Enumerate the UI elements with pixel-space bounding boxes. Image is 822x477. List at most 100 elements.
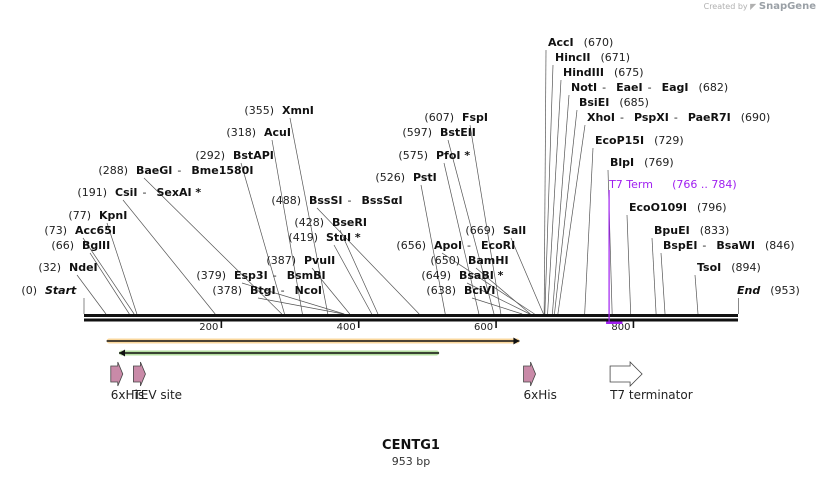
ruler: 200 400 600 800 (199, 321, 635, 333)
orf-arrow[interactable] (106, 337, 520, 345)
site-xhoi[interactable]: XhoI - PspXI - PaeR7I (690) (587, 111, 770, 124)
enzyme-name: BtgI (250, 284, 276, 297)
enzyme-name: AccI (548, 36, 574, 49)
site-name-separator: - (281, 284, 285, 297)
site-connector-line (289, 117, 329, 315)
site-name-separator: - (177, 164, 181, 177)
site-connector-line (584, 147, 594, 315)
orf-arrow[interactable] (119, 349, 440, 357)
feature-t7-terminator[interactable]: T7 terminator (609, 361, 693, 402)
site-bsabi[interactable]: (649) BsaBI * (421, 269, 503, 282)
site-btgi[interactable]: (378) BtgI - NcoI (212, 284, 322, 297)
site-acui[interactable]: (318) AcuI (226, 126, 291, 139)
site-connector-line (82, 237, 135, 315)
site-ndei[interactable]: (32) NdeI (38, 261, 97, 274)
enzyme-name: BseRI (332, 216, 367, 229)
site-connector-line (89, 252, 130, 315)
site-connector-line (122, 199, 216, 315)
site-name-separator: - (702, 239, 706, 252)
site-bstapi[interactable]: (292) BstAPI (195, 149, 273, 162)
enzyme-name: Start (45, 284, 77, 297)
site-pvuii[interactable]: (387) PvuII (266, 254, 335, 267)
site-connector-line (333, 244, 373, 315)
site-sali[interactable]: (669) SalI (465, 224, 526, 237)
site-position-label: (670) (584, 36, 614, 49)
primer-name: T7 Term (608, 178, 653, 191)
site-hindiii[interactable]: HindIII (675) (563, 66, 644, 79)
primer-t7-term[interactable]: T7 Term (766 .. 784) (606, 178, 737, 324)
site-psti[interactable]: (526) PstI (375, 171, 436, 184)
site-start[interactable]: (0) Start (21, 284, 77, 297)
site-end[interactable]: End (953) (737, 284, 800, 297)
site-position-label: (77) (68, 209, 91, 222)
site-connector-line (420, 184, 446, 315)
enzyme-name: BssSI (309, 194, 343, 207)
site-ecoo109i[interactable]: EcoO109I (796) (629, 201, 727, 214)
feature-label: 6xHis (524, 388, 557, 402)
site-position-label: (488) (271, 194, 301, 207)
site-connector-line (543, 49, 547, 315)
site-position-label: (191) (77, 186, 107, 199)
site-position-label: (597) (402, 126, 432, 139)
site-connector-line (471, 297, 523, 315)
site-connector-line (143, 177, 283, 315)
site-xmni[interactable]: (355) XmnI (244, 104, 313, 117)
site-connector-line (547, 79, 562, 315)
enzyme-name: BamHI (468, 254, 509, 267)
site-connector-line (552, 94, 570, 315)
credit-brand: SnapGene (758, 1, 816, 12)
site-position-label: (675) (614, 66, 644, 79)
enzyme-name: Bme1580I (191, 164, 253, 177)
site-pfoi[interactable]: (575) PfoI * (398, 149, 470, 162)
enzyme-name: End (737, 284, 760, 297)
enzyme-name: BspEI (663, 239, 697, 252)
site-tsoi[interactable]: TsoI (894) (697, 261, 761, 274)
enzyme-name: NotI (571, 81, 597, 94)
site-acc65i[interactable]: (73) Acc65I (44, 224, 116, 237)
feature-label: 6xHis (111, 388, 144, 402)
site-bcivi[interactable]: (638) BciVI (426, 284, 495, 297)
site-kpni[interactable]: (77) KpnI (68, 209, 127, 222)
site-connector-line (76, 274, 107, 315)
site-blpi[interactable]: BlpI (769) (610, 156, 674, 169)
feature-arrow-icon (609, 361, 643, 387)
site-bspei[interactable]: BspEI - BsaWI (846) (663, 239, 795, 252)
site-position-label: (32) (38, 261, 61, 274)
enzyme-name: BsiEI (579, 96, 609, 109)
site-noti[interactable]: NotI - EaeI - EagI (682) (571, 81, 728, 94)
site-bsiei[interactable]: BsiEI (685) (579, 96, 649, 109)
site-bsssi[interactable]: (488) BssSI - BssSαI (271, 194, 402, 207)
site-position-label: (650) (430, 254, 460, 267)
feature-tev-site[interactable]: TEV site (132, 361, 182, 402)
site-fspi[interactable]: (607) FspI (424, 111, 488, 124)
feature-label: T7 terminator (609, 388, 693, 402)
enzyme-name: EcoRI (481, 239, 515, 252)
feature-arrow-icon (133, 361, 146, 387)
site-bseri[interactable]: (428) BseRI (294, 216, 367, 229)
site-baegi[interactable]: (288) BaeGI - Bme1580I (98, 164, 253, 177)
site-connector-line (240, 162, 285, 315)
site-name-separator: - (142, 186, 146, 199)
site-position-label: (0) (21, 284, 37, 297)
site-position-label: (846) (765, 239, 795, 252)
site-acci[interactable]: AccI (670) (548, 36, 613, 49)
site-esp3i[interactable]: (379) Esp3I - BsmBI (196, 269, 325, 282)
feature-6xhis[interactable]: 6xHis (523, 361, 557, 402)
site-bpuei[interactable]: BpuEI (833) (654, 224, 729, 237)
site-bglii[interactable]: (66) BglII (51, 239, 110, 252)
enzyme-name: KpnI (99, 209, 127, 222)
site-hincii[interactable]: HincII (671) (555, 51, 630, 64)
site-stui[interactable]: (419) StuI * (288, 231, 361, 244)
site-apoi[interactable]: (656) ApoI - EcoRI (396, 239, 515, 252)
enzyme-name: TsoI (697, 261, 721, 274)
site-labels: (0) Start (32) NdeI (66) BglII (73) Acc65I (77) K… (21, 36, 799, 297)
site-ecop15i[interactable]: EcoP15I (729) (595, 134, 684, 147)
enzyme-name: BstAPI (233, 149, 274, 162)
site-bsteii[interactable]: (597) BstEII (402, 126, 475, 139)
site-csii[interactable]: (191) CsiI - SexAI * (77, 186, 201, 199)
site-bamhi[interactable]: (650) BamHI (430, 254, 508, 267)
enzyme-name: HincII (555, 51, 591, 64)
feature-6xhis[interactable]: 6xHis (110, 361, 144, 402)
site-position-label: (379) (196, 269, 226, 282)
